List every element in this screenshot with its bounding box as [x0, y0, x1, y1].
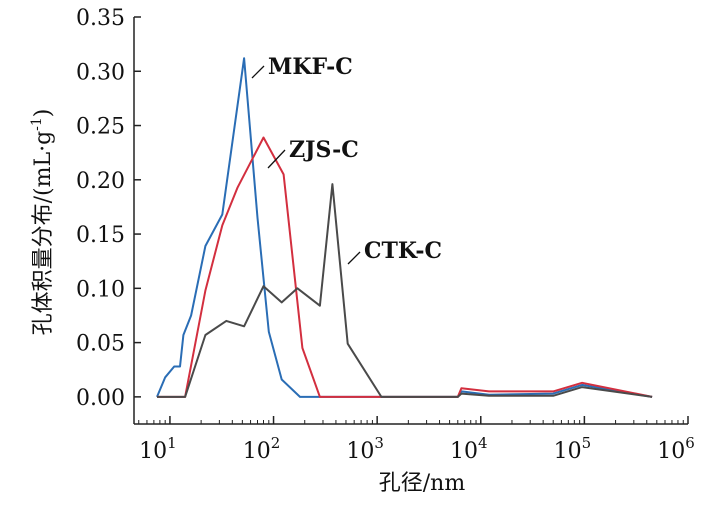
x-axis-title: 孔径/nm: [379, 471, 466, 496]
y-tick-label: 0.05: [76, 332, 125, 357]
series-label-leader: [347, 251, 361, 265]
x-tick-exponent: 3: [374, 434, 384, 452]
y-axis-title-close: ): [31, 109, 56, 118]
series-label-leader: [267, 149, 286, 169]
y-tick-label: 0.35: [76, 6, 125, 31]
x-tick-exponent: 2: [271, 434, 281, 452]
series-label-ctk-c: CTK-C: [364, 238, 442, 264]
series-layer: [156, 57, 653, 398]
x-tick-label: 105: [554, 434, 592, 464]
y-axis-title-superscript: -1: [29, 117, 45, 131]
x-tick-label: 103: [346, 434, 384, 464]
y-axis-title: 孔体积量分布/(mL·g-1): [29, 109, 56, 336]
x-tick-exponent: 6: [685, 434, 695, 452]
x-tick-base: 10: [139, 439, 167, 464]
x-tick-label: 101: [139, 434, 177, 464]
x-tick-base: 10: [346, 439, 374, 464]
series-line-ctk-c: [157, 183, 653, 398]
x-tick-label: 106: [657, 434, 695, 464]
x-tick-base: 10: [657, 439, 685, 464]
x-tick-label: 102: [243, 434, 281, 464]
x-tick-exponent: 5: [582, 434, 592, 452]
y-tick-label: 0.20: [76, 169, 125, 194]
y-tick-label: 0.15: [76, 223, 125, 248]
series-line-mkf-c: [156, 57, 653, 398]
y-tick-label: 0.25: [76, 115, 125, 140]
x-tick-base: 10: [450, 439, 478, 464]
series-label-zjs-c: ZJS-C: [289, 137, 359, 163]
label-layer: MKF-C ZJS-C CTK-C 孔径/nm 孔体积量分布/(mL·g-1): [29, 54, 465, 496]
x-tick-base: 10: [554, 439, 582, 464]
x-tick-label: 104: [450, 434, 488, 464]
x-tick-exponent: 1: [167, 434, 177, 452]
series-label-leader: [251, 65, 265, 79]
y-tick-label: 0.10: [76, 277, 125, 302]
y-axis-title-main: 孔体积量分布/(mL·g: [31, 131, 56, 336]
x-tick-base: 10: [243, 439, 271, 464]
series-label-mkf-c: MKF-C: [268, 54, 353, 80]
x-tick-exponent: 4: [478, 434, 488, 452]
series-line-zjs-c: [157, 136, 653, 398]
y-tick-label: 0.00: [76, 386, 125, 411]
y-tick-label: 0.30: [76, 60, 125, 85]
